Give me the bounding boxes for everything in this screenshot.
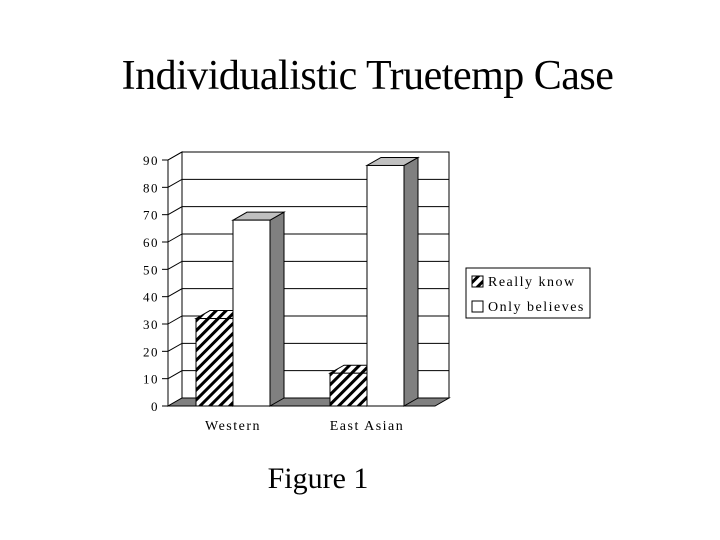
legend-swatch — [471, 275, 484, 288]
legend-label: Only believes — [488, 300, 585, 315]
chart-title: Individualistic Truetemp Case — [121, 53, 614, 99]
figure-caption: Figure 1 — [267, 462, 369, 495]
y-tick-label: 70 — [143, 208, 159, 223]
x-tick-label: Western — [205, 419, 261, 434]
bar-only-believes-western-side — [269, 211, 285, 407]
bar-only-believes-east-asian — [366, 164, 405, 407]
y-tick-label: 40 — [143, 290, 159, 305]
bar-only-believes-east-asian-side — [403, 156, 419, 407]
gridline — [167, 206, 449, 216]
y-tick-label: 90 — [143, 153, 159, 168]
y-tick-label: 60 — [143, 235, 159, 250]
bars — [194, 156, 420, 407]
bar-really-know-east-asian — [329, 372, 368, 407]
gridlines — [167, 151, 449, 380]
x-axis-labels: Western East Asian — [205, 419, 405, 434]
y-axis: 0 10 20 30 40 50 60 70 80 90 — [143, 153, 169, 414]
gridline — [167, 151, 449, 161]
y-tick-label: 0 — [151, 399, 159, 414]
gridline — [167, 342, 449, 352]
x-tick-label: East Asian — [330, 419, 405, 434]
gridline — [167, 315, 449, 325]
gridline — [167, 260, 449, 270]
side-wall — [167, 151, 183, 407]
gridline — [167, 288, 449, 298]
legend-label: Really know — [488, 275, 576, 290]
legend-box — [465, 267, 591, 319]
legend-swatch — [471, 300, 484, 313]
y-tick-label: 50 — [143, 262, 159, 277]
y-tick-label: 20 — [143, 344, 159, 359]
y-tick-label: 80 — [143, 180, 159, 195]
gridline — [167, 233, 449, 243]
bar-really-know-western — [195, 318, 234, 407]
y-tick-label: 10 — [143, 372, 159, 387]
gridline — [167, 178, 449, 188]
y-tick-label: 30 — [143, 317, 159, 332]
legend: Really know Only believes — [465, 267, 591, 319]
bar-only-believes-western — [232, 219, 271, 407]
